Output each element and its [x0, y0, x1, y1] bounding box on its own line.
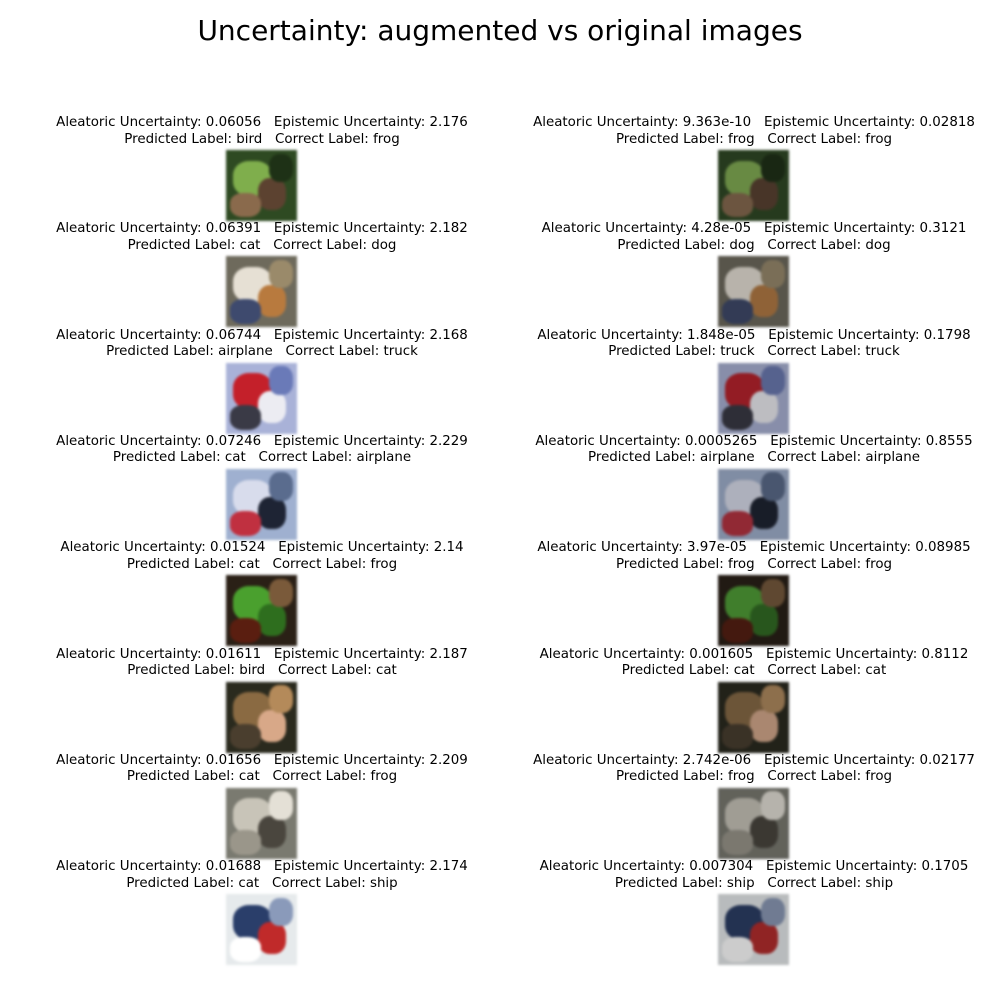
label-caption: Predicted Label: cat Correct Label: frog	[126, 556, 398, 572]
uncertainty-caption: Aleatoric Uncertainty: 0.01611 Epistemic…	[56, 646, 468, 662]
image-thumbnail	[226, 362, 297, 434]
panel-caption: Aleatoric Uncertainty: 0.007304 Epistemi…	[504, 859, 1000, 892]
image-thumbnail	[718, 256, 789, 328]
image-thumbnail	[718, 150, 789, 221]
panel-caption: Aleatoric Uncertainty: 0.01524 Epistemic…	[12, 540, 512, 573]
uncertainty-caption: Aleatoric Uncertainty: 4.28e-05 Epistemi…	[541, 221, 967, 237]
panel-caption: Aleatoric Uncertainty: 1.848e-05 Epistem…	[504, 328, 1000, 361]
panel-caption: Aleatoric Uncertainty: 0.01688 Epistemic…	[12, 859, 512, 892]
panel-caption: Aleatoric Uncertainty: 0.06056 Epistemic…	[12, 115, 512, 148]
uncertainty-caption: Aleatoric Uncertainty: 0.01524 Epistemic…	[60, 540, 464, 556]
image-thumbnail	[718, 575, 789, 647]
label-caption: Predicted Label: cat Correct Label: dog	[127, 237, 397, 253]
image-thumbnail	[226, 256, 297, 328]
uncertainty-caption: Aleatoric Uncertainty: 0.007304 Epistemi…	[539, 859, 969, 875]
figure-title: Uncertainty: augmented vs original image…	[197, 14, 803, 47]
uncertainty-caption: Aleatoric Uncertainty: 0.001605 Epistemi…	[539, 646, 969, 662]
panel-caption: Aleatoric Uncertainty: 0.001605 Epistemi…	[504, 647, 1000, 680]
image-thumbnail	[226, 787, 297, 859]
image-thumbnail	[718, 894, 789, 966]
panel-caption: Aleatoric Uncertainty: 0.01611 Epistemic…	[12, 647, 512, 680]
panel-caption: Aleatoric Uncertainty: 0.01656 Epistemic…	[12, 753, 512, 786]
uncertainty-caption: Aleatoric Uncertainty: 1.848e-05 Epistem…	[537, 327, 971, 343]
label-caption: Predicted Label: cat Correct Label: cat	[621, 663, 887, 678]
image-thumbnail	[226, 681, 297, 753]
label-caption: Predicted Label: frog Correct Label: fro…	[615, 556, 893, 572]
panel-caption: Aleatoric Uncertainty: 4.28e-05 Epistemi…	[504, 221, 1000, 254]
image-thumbnail	[226, 575, 297, 647]
panel-caption: Aleatoric Uncertainty: 0.06744 Epistemic…	[12, 328, 512, 361]
label-caption: Predicted Label: airplane Correct Label:…	[106, 344, 418, 360]
uncertainty-caption: Aleatoric Uncertainty: 0.06056 Epistemic…	[56, 115, 468, 130]
image-thumbnail	[718, 362, 789, 434]
uncertainty-caption: Aleatoric Uncertainty: 2.742e-06 Epistem…	[533, 752, 975, 768]
uncertainty-caption: Aleatoric Uncertainty: 0.06391 Epistemic…	[56, 221, 468, 237]
uncertainty-caption: Aleatoric Uncertainty: 0.0005265 Epistem…	[535, 433, 973, 449]
image-thumbnail	[718, 787, 789, 859]
uncertainty-caption: Aleatoric Uncertainty: 0.01656 Epistemic…	[56, 752, 468, 768]
label-caption: Predicted Label: ship Correct Label: shi…	[614, 875, 894, 891]
panel-caption: Aleatoric Uncertainty: 0.06391 Epistemic…	[12, 221, 512, 254]
label-caption: Predicted Label: dog Correct Label: dog	[617, 237, 891, 253]
panel-caption: Aleatoric Uncertainty: 0.07246 Epistemic…	[12, 434, 512, 467]
panel-caption: Aleatoric Uncertainty: 9.363e-10 Epistem…	[504, 115, 1000, 148]
image-thumbnail	[718, 681, 789, 753]
uncertainty-caption: Aleatoric Uncertainty: 9.363e-10 Epistem…	[533, 115, 975, 130]
image-thumbnail	[718, 468, 789, 540]
label-caption: Predicted Label: airplane Correct Label:…	[588, 450, 920, 466]
label-caption: Predicted Label: bird Correct Label: cat	[127, 663, 397, 678]
uncertainty-caption: Aleatoric Uncertainty: 0.01688 Epistemic…	[56, 859, 468, 875]
panel-caption: Aleatoric Uncertainty: 0.0005265 Epistem…	[504, 434, 1000, 467]
label-caption: Predicted Label: cat Correct Label: frog	[126, 769, 398, 785]
uncertainty-caption: Aleatoric Uncertainty: 3.97e-05 Epistemi…	[537, 540, 971, 556]
panel-caption: Aleatoric Uncertainty: 3.97e-05 Epistemi…	[504, 540, 1000, 573]
label-caption: Predicted Label: cat Correct Label: airp…	[112, 450, 412, 466]
image-thumbnail	[226, 894, 297, 966]
image-thumbnail	[226, 150, 297, 221]
image-thumbnail	[226, 468, 297, 540]
label-caption: Predicted Label: frog Correct Label: fro…	[615, 769, 893, 785]
label-caption: Predicted Label: bird Correct Label: fro…	[124, 131, 400, 147]
panel-caption: Aleatoric Uncertainty: 2.742e-06 Epistem…	[504, 753, 1000, 786]
uncertainty-caption: Aleatoric Uncertainty: 0.07246 Epistemic…	[56, 433, 468, 449]
label-caption: Predicted Label: cat Correct Label: ship	[126, 875, 398, 891]
label-caption: Predicted Label: truck Correct Label: tr…	[608, 344, 900, 360]
label-caption: Predicted Label: frog Correct Label: fro…	[615, 131, 893, 147]
uncertainty-caption: Aleatoric Uncertainty: 0.06744 Epistemic…	[56, 327, 468, 343]
